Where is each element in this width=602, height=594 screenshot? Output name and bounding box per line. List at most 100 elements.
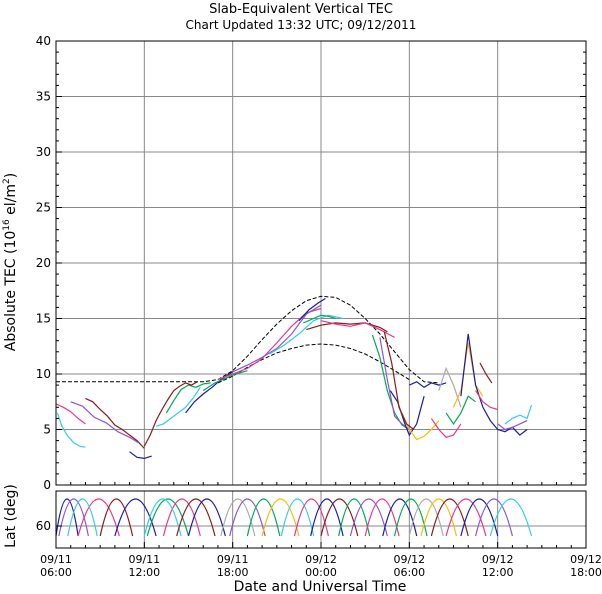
latitude-arc <box>280 498 315 537</box>
y-axis-label-unit-exponent: 2 <box>2 178 12 184</box>
latitude-arc <box>220 498 256 537</box>
x-tick-date-label: 09/11 <box>217 553 249 566</box>
tec-series-line <box>56 412 86 448</box>
latitude-arcs <box>55 498 533 537</box>
y-axis-label: Absolute TEC (1016 el/m2) <box>2 173 19 352</box>
tec-series <box>55 297 533 460</box>
lat-axis-ticks: 60 <box>36 519 62 533</box>
tec-series-line <box>445 395 476 425</box>
latitude-arc <box>489 498 533 537</box>
y-axis-label-exponent: 16 <box>2 219 12 231</box>
latitude-arc <box>364 498 400 537</box>
x-tick-date-label: 09/12 <box>393 553 425 566</box>
tec-series-line <box>460 333 528 436</box>
x-tick-time-label: 06:00 <box>393 566 425 579</box>
latitude-arc <box>420 498 457 537</box>
tec-series-line <box>371 334 410 431</box>
latitude-arc <box>143 498 182 537</box>
y-tick-label: 5 <box>43 423 51 437</box>
tec-series-line <box>85 397 145 449</box>
tec-series-line <box>479 362 493 384</box>
latitude-arc <box>146 498 190 537</box>
x-tick-date-label: 09/11 <box>128 553 160 566</box>
latitude-arc <box>394 498 428 537</box>
latitude-arc <box>58 498 89 537</box>
tec-series-line <box>232 304 322 373</box>
latitude-arc <box>176 498 216 537</box>
y-axis-label-unit: el/m <box>3 184 19 219</box>
latitude-arc <box>460 498 499 537</box>
lat-grid <box>56 491 586 548</box>
x-axis-label: Date and Universal Time <box>234 579 407 594</box>
tec-series-line <box>497 420 528 431</box>
latitude-arc <box>246 498 281 537</box>
tec-series-line <box>55 403 86 425</box>
latitude-arc <box>408 498 444 537</box>
tec-series-line <box>202 370 248 392</box>
latitude-arc <box>67 498 98 537</box>
y-axis-ticks: 0 5 10 15 20 25 30 35 40 <box>36 34 586 492</box>
x-tick-time-label: 18:00 <box>570 566 602 579</box>
latitude-arc <box>475 498 513 537</box>
y-tick-label: 25 <box>36 201 51 215</box>
latitude-arc <box>229 498 266 537</box>
tec-series-line <box>430 418 462 438</box>
y-tick-label: 0 <box>43 478 51 492</box>
x-tick-date-label: 09/12 <box>482 553 514 566</box>
tec-series-line <box>383 331 415 430</box>
tec-series-line <box>298 297 326 322</box>
y-tick-label: 35 <box>36 90 51 104</box>
y-tick-label: 30 <box>36 145 51 159</box>
latitude-arc <box>261 498 300 537</box>
tec-series-line <box>401 412 440 441</box>
latitude-arc <box>338 498 371 537</box>
tec-series-line <box>143 381 198 447</box>
x-tick-date-label: 09/12 <box>570 553 602 566</box>
x-tick-time-label: 12:00 <box>482 566 514 579</box>
x-tick-time-label: 18:00 <box>217 566 249 579</box>
tec-series-line <box>452 342 484 408</box>
tec-series-line <box>389 390 425 437</box>
y-tick-label: 40 <box>36 34 51 48</box>
tec-series-line <box>269 314 344 355</box>
tec-series-line <box>303 314 336 324</box>
latitude-arc <box>99 498 134 537</box>
tec-series-line <box>379 337 410 430</box>
x-tick-time-label: 00:00 <box>305 566 337 579</box>
latitude-arc <box>310 498 344 537</box>
x-tick-time-label: 06:00 <box>40 566 72 579</box>
chart-title: Slab-Equivalent Vertical TEC <box>209 2 393 17</box>
latitude-arc <box>77 498 120 537</box>
tec-series-line <box>165 382 211 414</box>
y-tick-label: 15 <box>36 312 51 326</box>
y-tick-label: 20 <box>36 256 51 270</box>
tec-series-line <box>155 386 201 427</box>
y-axis-label-main: Absolute TEC (10 <box>3 231 19 352</box>
tec-series-line <box>504 404 533 425</box>
latitude-arc <box>349 498 388 537</box>
envelope-lines <box>56 295 439 384</box>
main-grid <box>56 41 586 485</box>
tec-series-line <box>306 322 388 333</box>
lat-axis-label: Lat (deg) <box>3 484 19 548</box>
y-tick-label: 10 <box>36 367 51 381</box>
x-tick-date-label: 09/12 <box>305 553 337 566</box>
latitude-arc <box>187 498 226 537</box>
x-tick-time-label: 12:00 <box>128 566 160 579</box>
latitude-arc <box>55 498 79 537</box>
tec-series-line <box>70 401 139 444</box>
chart-subtitle: Chart Updated 13:32 UTC; 09/12/2011 <box>186 18 417 32</box>
x-axis-ticks: 09/1106:0009/1112:0009/1118:0009/1200:00… <box>40 482 602 579</box>
latitude-arc <box>445 498 487 537</box>
tec-series-line <box>409 381 447 389</box>
latitude-arc <box>162 498 201 537</box>
tec-series-line <box>320 320 395 338</box>
tec-series-line <box>217 307 322 381</box>
envelope-line <box>217 343 410 384</box>
tec-series-line <box>129 451 152 460</box>
lat-tick-label: 60 <box>36 519 51 533</box>
y-axis-label-close: ) <box>3 173 19 178</box>
tec-series-line <box>475 390 498 411</box>
tec-series-line <box>438 366 462 408</box>
